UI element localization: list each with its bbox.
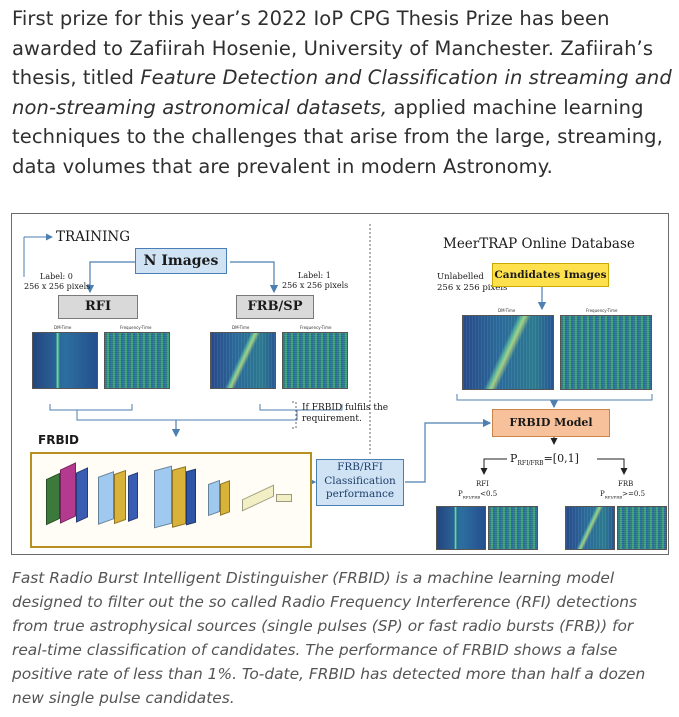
classification-line1: FRB/RFI — [337, 461, 383, 473]
output-rfi-sub: RFI/FRB — [462, 494, 481, 500]
frb-dm-time-title: DM-Time — [232, 325, 250, 330]
requirement-line2: requirement. — [302, 414, 362, 424]
cnn-layer — [128, 472, 138, 522]
probability-p: P — [510, 452, 518, 465]
output-rfi-dm-time-plot — [436, 506, 486, 550]
training-label: TRAINING — [56, 229, 130, 245]
cnn-layer — [46, 472, 60, 526]
candidate-dm-time-plot — [462, 315, 554, 390]
requirement-line1: If FRBID fulfils the — [302, 403, 389, 413]
frb-freq-time-title: Frequency-Time — [300, 325, 332, 330]
intro-text-start: First prize for this year’s 2022 IoP CPG… — [12, 7, 654, 90]
cnn-layer — [172, 466, 186, 528]
cnn-layer — [76, 467, 88, 523]
cnn-layer — [98, 471, 114, 525]
rfi-box: RFI — [58, 295, 138, 319]
cnn-layer — [60, 462, 76, 524]
unlabelled-line2: 256 x 256 pixels — [437, 283, 508, 293]
frbsp-box: FRB/SP — [236, 295, 314, 319]
output-rfi-cond: PRFI/FRB<0.5 — [458, 490, 497, 499]
output-rfi-p: P — [458, 490, 463, 498]
rfi-freq-time-title: Frequency-Time — [120, 325, 152, 330]
thesis-title: Feature Detection and Classification in … — [12, 66, 672, 119]
output-frb-label: FRB — [618, 480, 634, 488]
rfi-freq-time-plot — [104, 332, 170, 389]
label0-line2: 256 x 256 pixels — [24, 282, 91, 291]
output-frb-cond: PRFI/FRB>=0.5 — [600, 490, 645, 499]
label1-line1: Label: 1 — [298, 271, 331, 280]
label1-line2: 256 x 256 pixels — [282, 281, 349, 290]
frb-dm-time-plot — [210, 332, 276, 389]
cnn-layer — [186, 468, 196, 526]
probability-value: =[0,1] — [543, 452, 579, 465]
frbid-label: FRBID — [38, 433, 80, 447]
frbid-model-box: FRBID Model — [492, 409, 610, 437]
cnn-architecture — [30, 452, 312, 548]
probability-sub: RFI/FRB — [517, 460, 544, 468]
candidate-freq-time-plot — [560, 315, 652, 390]
output-rfi-label: RFI — [476, 480, 489, 488]
output-frb-sub: RFI/FRB — [604, 494, 623, 500]
rfi-dm-time-plot — [32, 332, 98, 389]
classification-line3: performance — [325, 488, 395, 500]
classification-box: FRB/RFI Classification performance — [316, 459, 404, 506]
candidates-images-box: Candidates Images — [492, 263, 609, 287]
output-rfi-freq-time-plot — [488, 506, 538, 550]
label0-line1: Label: 0 — [40, 272, 73, 281]
candidate-dm-time-title: DM-Time — [498, 308, 516, 313]
figure-caption: Fast Radio Burst Intelligent Distinguish… — [12, 569, 646, 708]
intro-paragraph: First prize for this year’s 2022 IoP CPG… — [12, 4, 672, 182]
output-frb-p: P — [600, 490, 605, 498]
unlabelled-line1: Unlabelled — [437, 272, 484, 282]
cnn-layer — [276, 494, 292, 502]
n-images-box: N Images — [135, 248, 227, 274]
probability-range: PRFI/FRB=[0,1] — [510, 452, 579, 467]
output-frb-condition: >=0.5 — [622, 490, 646, 498]
frb-freq-time-plot — [282, 332, 348, 389]
database-title: MeerTRAP Online Database — [443, 236, 635, 252]
rfi-dm-time-title: DM-Time — [54, 325, 72, 330]
cnn-layer — [208, 479, 220, 517]
output-rfi-condition: <0.5 — [480, 490, 498, 498]
frbid-figure: TRAINING N Images Label: 0 256 x 256 pix… — [11, 213, 669, 555]
output-frb-dm-time-plot — [565, 506, 615, 550]
cnn-layer — [220, 480, 230, 516]
cnn-layer — [154, 465, 172, 529]
candidate-freq-time-title: Frequency-Time — [586, 308, 618, 313]
classification-line2: Classification — [324, 474, 396, 487]
intro-text-end: applied machine learning techniques to t… — [12, 95, 663, 178]
cnn-layer — [242, 484, 274, 512]
cnn-layer — [114, 469, 126, 525]
output-frb-freq-time-plot — [617, 506, 667, 550]
